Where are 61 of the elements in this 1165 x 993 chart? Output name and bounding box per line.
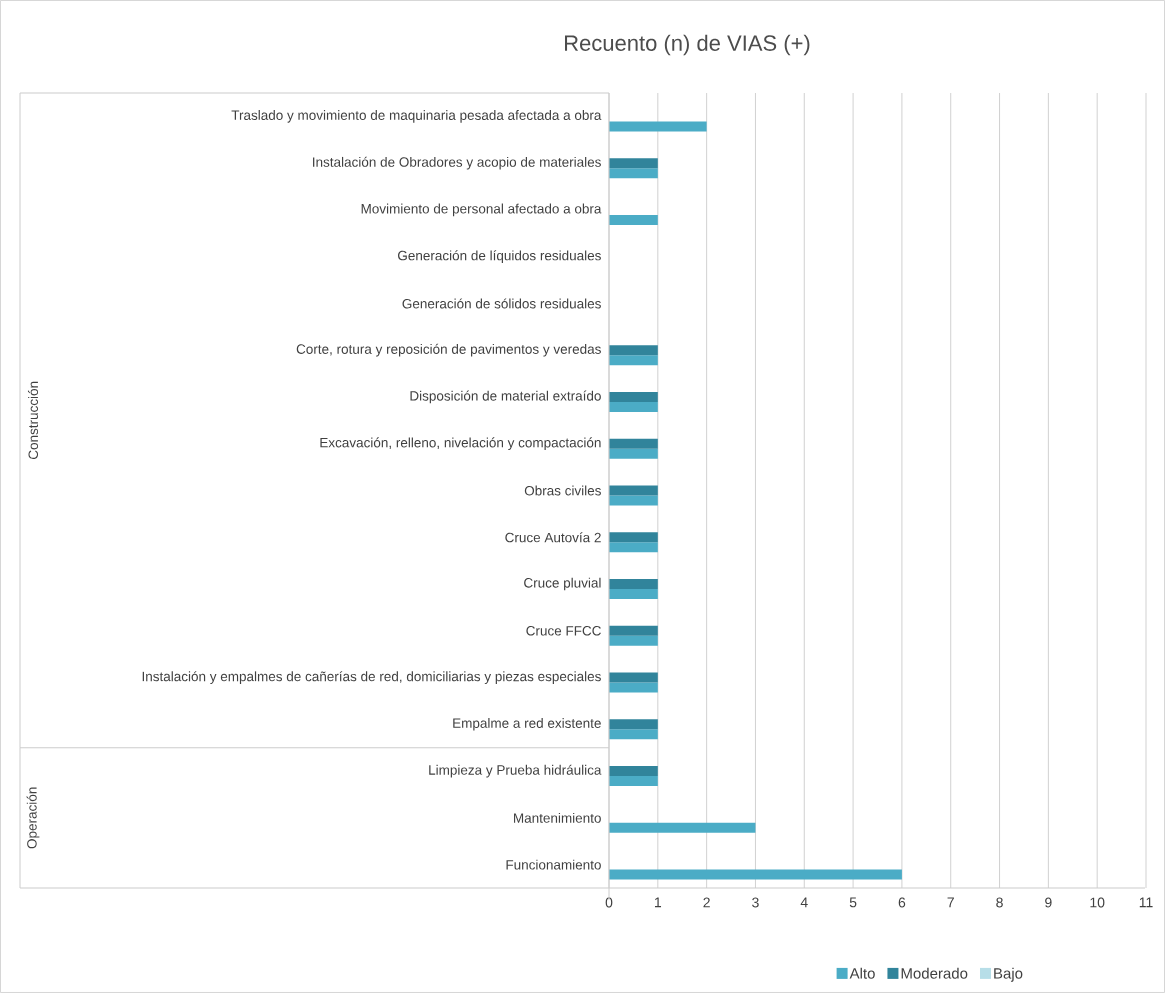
bar [609, 355, 658, 366]
x-tick-label: 7 [947, 897, 954, 908]
bar [609, 168, 658, 179]
bar [609, 495, 658, 506]
bar [609, 625, 658, 636]
bar [609, 729, 658, 740]
y-tick-label: Movimiento de personal afectado a obra [361, 203, 602, 217]
bar [609, 391, 658, 402]
bar [609, 822, 756, 833]
bar [609, 158, 658, 169]
x-tick-label: 9 [1045, 897, 1052, 908]
y-tick-label: Funcionamiento [506, 859, 601, 870]
x-tick-label: 1 [654, 897, 662, 908]
bar [609, 448, 658, 459]
y-tick-label: Instalación de Obradores y acopio de materiales [313, 156, 601, 170]
bar [609, 635, 658, 646]
x-tick-label: 3 [752, 897, 759, 908]
x-tick-label: 0 [605, 897, 613, 908]
y-tick-label: Instalación y empalmes de cañerías de red, domiciliarias y piezas especiales [142, 671, 601, 684]
legend-label: Alto [849, 967, 875, 979]
y-tick-label: Generación de líquidos residuales [398, 250, 601, 264]
x-tick-label: 2 [703, 897, 710, 908]
x-tick-label: 8 [996, 897, 1003, 908]
bar [609, 542, 658, 553]
bar [609, 682, 658, 693]
text: Operación [26, 787, 40, 849]
bar [609, 532, 658, 543]
bar [609, 766, 658, 777]
bar [609, 214, 658, 225]
bar [609, 485, 658, 496]
y-tick-label: Excavación, relleno, nivelación y compactación [320, 437, 601, 451]
bar [609, 776, 658, 787]
x-tick-label: 10 [1090, 897, 1105, 908]
y-tick-label: Generación de sólidos residuales [402, 298, 601, 309]
y-tick-label: Cruce pluvial [524, 577, 601, 591]
bar [609, 121, 707, 132]
x-tick-label: 4 [800, 897, 808, 908]
bar [609, 345, 658, 356]
y-tick-label: Cruce Autovía 2 [505, 532, 601, 543]
y-tick-label: Mantenimiento [514, 812, 601, 823]
text: Construcción [27, 381, 39, 460]
y-tick-label: Disposición de material extraído [410, 390, 601, 404]
x-tick-label: 5 [849, 897, 857, 908]
bar [609, 672, 658, 683]
bar [609, 869, 902, 880]
legend-label: Moderado [901, 967, 968, 979]
x-tick-label: 11 [1139, 897, 1153, 908]
y-tick-label: Obras civiles [524, 485, 601, 496]
y-tick-label: Traslado y movimiento de maquinaria pesada afectada a obra [231, 110, 602, 123]
bar [609, 589, 658, 600]
bar [609, 438, 658, 449]
x-tick-label: 6 [898, 897, 906, 908]
y-tick-label: Limpieza y Prueba hidráulica [429, 764, 602, 778]
chart-title: Recuento (n) de VIAS (+) [565, 34, 810, 56]
bar [609, 719, 658, 730]
y-tick-label: Empalme a red existente [453, 718, 601, 731]
y-tick-label: Corte, rotura y reposición de pavimentos y veredas [296, 343, 601, 357]
legend-label: Bajo [994, 967, 1023, 982]
bar [609, 401, 658, 412]
bar [609, 579, 658, 590]
y-tick-label: Cruce FFCC [526, 626, 601, 636]
